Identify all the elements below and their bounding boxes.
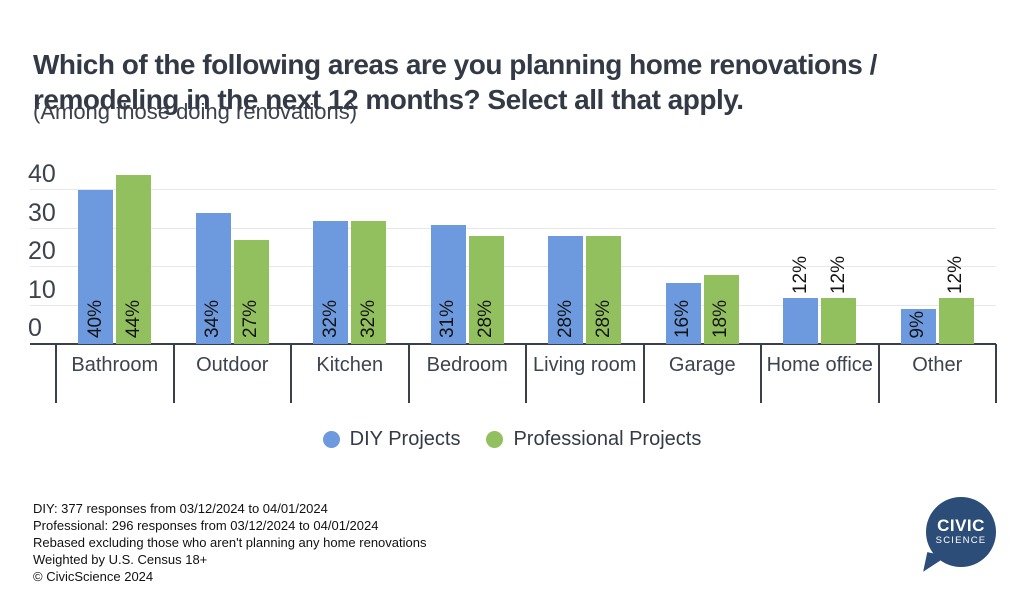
x-axis-line [30, 343, 996, 345]
category-separator [407, 344, 410, 403]
category-label-text: Kitchen [316, 354, 384, 376]
bar-value-label: 12% [789, 255, 811, 294]
bar [313, 221, 349, 344]
bar-value-label: 40% [84, 299, 106, 338]
bar [195, 213, 231, 344]
bar [468, 236, 504, 344]
category-label-text: Bathroom [71, 354, 159, 376]
x-axis-category-label: Other [879, 346, 997, 378]
logo-text-civic: CIVIC [937, 516, 985, 535]
logo-speech-bubble-icon: CIVIC SCIENCE [926, 497, 996, 567]
category-separator [760, 344, 762, 403]
diy-legend-dot-icon [322, 431, 340, 448]
x-axis-category-label: Outdoor [174, 346, 292, 378]
x-axis-category-label: Garage [644, 346, 762, 378]
chart-legend: DIY Projects Professional Projects [0, 428, 1024, 451]
legend-label: Professional Projects [513, 428, 702, 450]
category-separator [642, 344, 645, 403]
page-subtitle: (Among those doing renovations) [33, 99, 358, 124]
y-axis-tick-label: 30 [28, 198, 56, 227]
bar [586, 236, 622, 344]
logo-text-science: SCIENCE [935, 535, 987, 546]
category-separator [290, 344, 292, 403]
professional-legend-dot-icon [486, 431, 504, 448]
category-label-text: Outdoor [196, 354, 269, 376]
bar-value-label: 31% [437, 299, 459, 338]
x-axis-category-label: Home office [761, 346, 879, 378]
footnote-line: Professional: 296 responses from 03/12/2… [33, 518, 379, 533]
category-separator [55, 344, 57, 403]
bar [703, 274, 739, 344]
y-axis-tick-label: 0 [28, 314, 42, 342]
bar-value-label: 28% [475, 299, 497, 338]
category-label-text: Garage [668, 354, 736, 376]
bar-value-label: 27% [240, 299, 262, 338]
footnotes: DIY: 377 responses from 03/12/2024 to 04… [33, 500, 426, 585]
y-axis-tick-label: 40 [28, 160, 56, 189]
y-gridline [30, 189, 996, 191]
bar [821, 297, 857, 344]
bar [78, 190, 114, 344]
bar-value-label: 28% [554, 299, 576, 338]
x-axis-category-label: Bathroom [56, 346, 174, 378]
bar-value-label: 9% [907, 310, 929, 338]
bar [351, 221, 387, 344]
footnote-line: Rebased excluding those who aren't plann… [33, 535, 427, 550]
bar [783, 297, 819, 344]
footnote-line: © CivicScience 2024 [33, 569, 154, 584]
bar-value-label: 18% [710, 299, 732, 338]
x-axis-category-label: Living room [526, 346, 644, 378]
bar-value-label: 44% [122, 299, 144, 338]
bar-value-label: 16% [672, 299, 694, 338]
bar [900, 309, 936, 344]
category-separator [877, 344, 880, 403]
civicscience-logo: CIVIC SCIENCE [923, 497, 996, 576]
x-axis-category-label: Kitchen [291, 346, 409, 378]
category-label-text: Bedroom [426, 354, 508, 376]
footnote-line: Weighted by U.S. Census 18+ [33, 552, 208, 567]
legend-item-professional: Professional Projects [486, 428, 701, 451]
bar-value-label: 32% [319, 299, 341, 338]
bar [665, 282, 701, 344]
bar-value-label: 12% [827, 255, 849, 294]
y-gridline [30, 227, 996, 229]
page-title: Which of the following areas are you pla… [33, 48, 877, 115]
bar [430, 224, 466, 344]
category-separator [995, 344, 997, 403]
legend-label: DIY Projects [349, 428, 461, 450]
y-axis-tick-label: 20 [28, 237, 56, 266]
category-label-text: Home office [766, 354, 873, 376]
bar-value-label: 34% [202, 299, 224, 338]
y-gridline [30, 266, 996, 268]
bar [548, 236, 584, 344]
bar-value-label: 12% [945, 255, 967, 294]
y-gridline [30, 304, 996, 306]
category-label-text: Living room [533, 354, 637, 376]
bar-value-label: 32% [357, 299, 379, 338]
legend-item-diy: DIY Projects [322, 428, 461, 451]
footnote-line: DIY: 377 responses from 03/12/2024 to 04… [33, 501, 328, 516]
y-axis-tick-label: 10 [28, 275, 56, 304]
category-separator [172, 344, 175, 403]
category-separator [525, 344, 527, 403]
bar [116, 175, 152, 344]
x-axis-category-label: Bedroom [409, 346, 527, 378]
category-label-text: Other [912, 354, 963, 376]
bar [233, 240, 269, 344]
bar [938, 297, 974, 344]
bar-value-label: 28% [592, 299, 614, 338]
